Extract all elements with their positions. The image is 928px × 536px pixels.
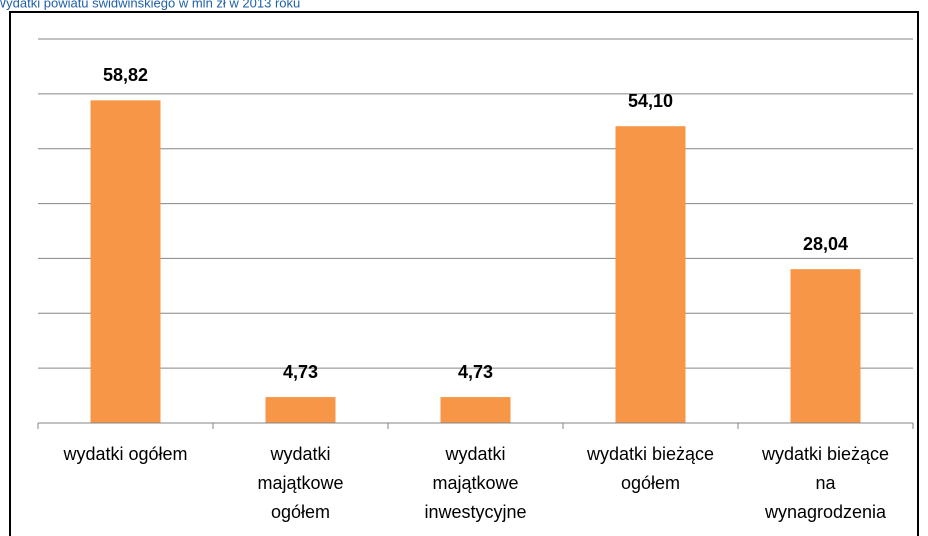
bar [615, 126, 686, 424]
x-tick-label: wydatki majątkowe inwestycyjne [424, 444, 526, 522]
x-tick-label: wydatki majątkowe ogółem [257, 444, 343, 522]
data-label: 4,73 [283, 362, 318, 382]
x-tick-label: wydatki ogółem [62, 444, 187, 464]
bar [440, 397, 511, 423]
bar [90, 100, 161, 423]
chart-frame [9, 11, 919, 536]
chart-title: Wydatki powiatu świdwińskiego w mln zł w… [0, 0, 300, 10]
x-tick-label: wydatki bieżące na wynagrodzenia [761, 444, 889, 522]
data-label: 58,82 [103, 65, 148, 85]
bar [790, 269, 861, 423]
data-label: 54,10 [628, 91, 673, 111]
x-tick-label: wydatki bieżące ogółem [586, 444, 714, 493]
bar [265, 397, 336, 423]
data-label: 28,04 [803, 234, 848, 254]
data-label: 4,73 [458, 362, 493, 382]
